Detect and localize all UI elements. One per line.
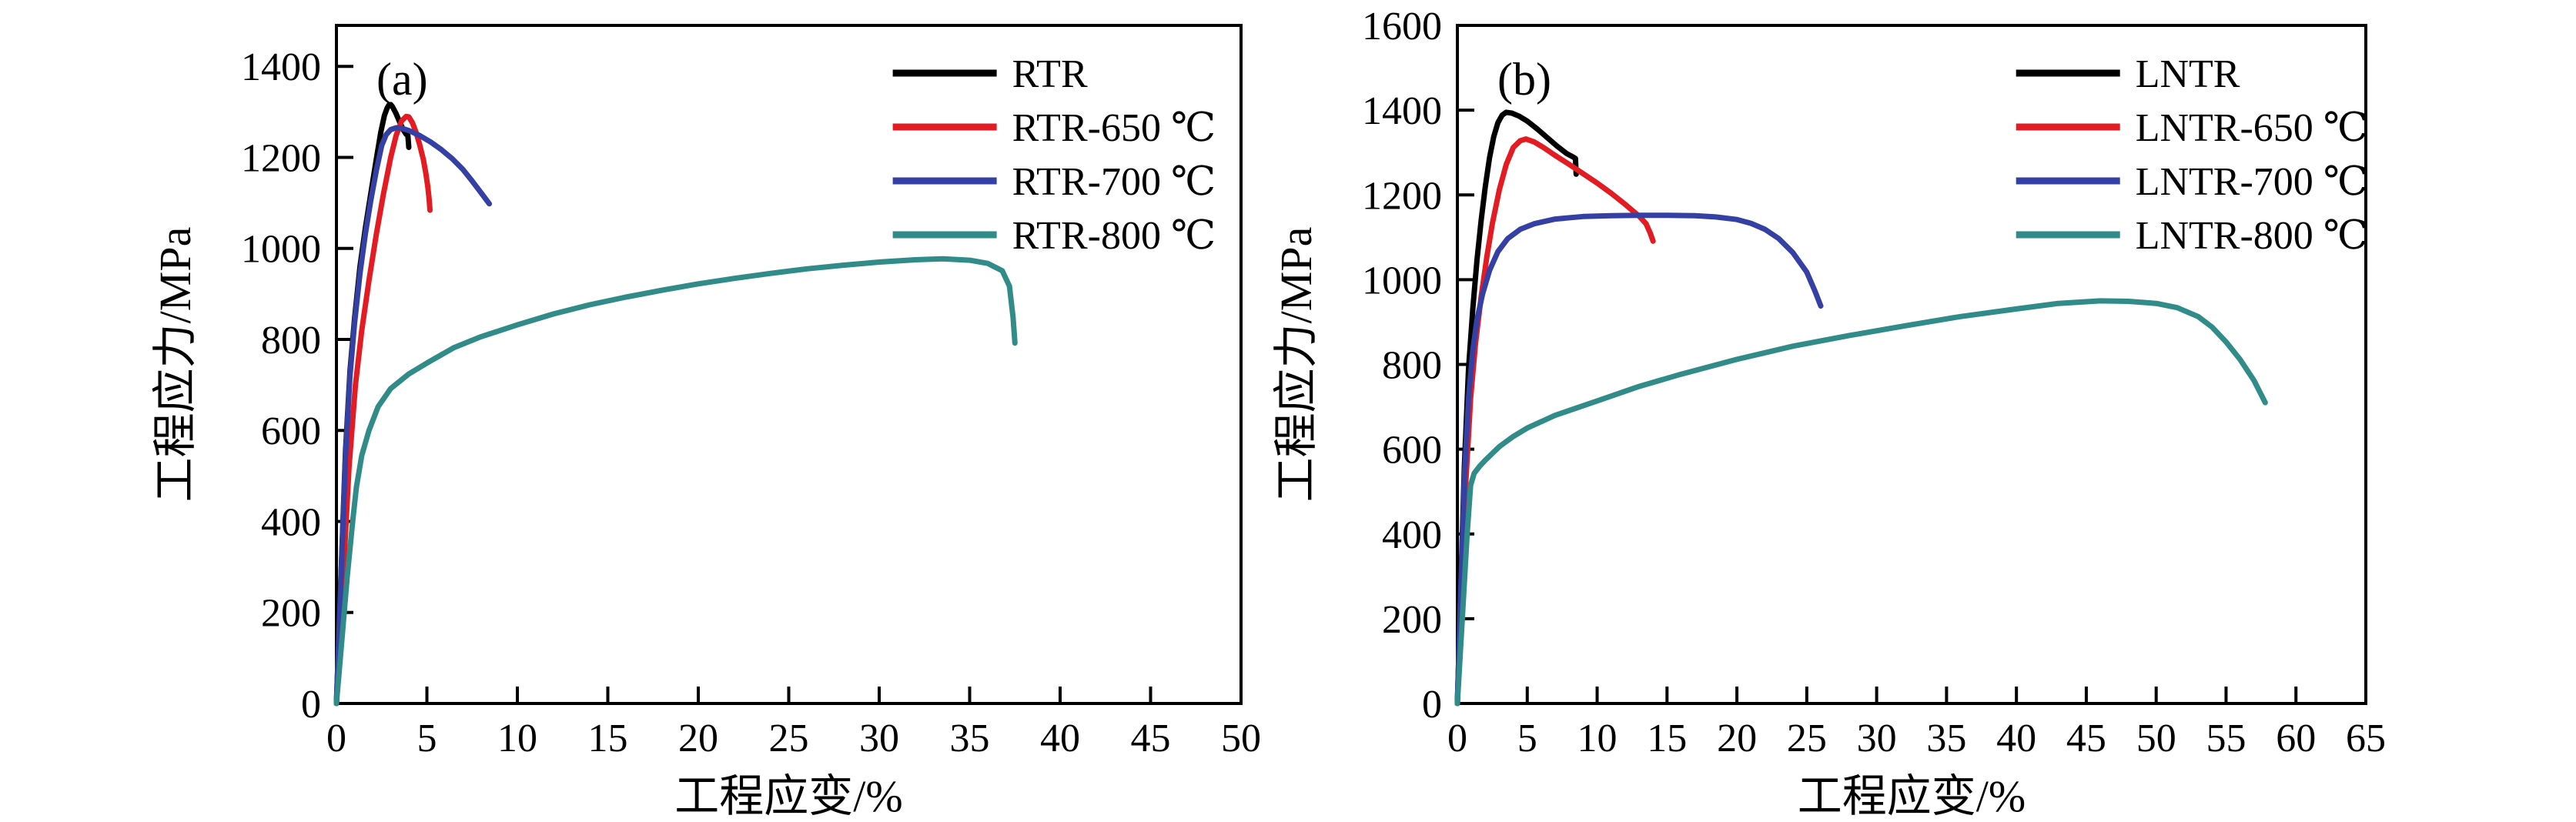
x-tick-label-b: 0 [1447,717,1467,760]
x-tick-label-a: 15 [588,717,628,760]
x-axis-title-a: 工程应变/% [674,771,902,821]
series-curve-rtr-700- [333,125,493,707]
x-tick-label-a: 5 [417,717,437,760]
legend-label-b: LNTR-650 ℃ [2136,106,2368,150]
x-tick-label-b: 65 [2346,717,2386,760]
panel-label-b: (b) [1497,54,1551,105]
legend-label-a: RTR-700 ℃ [1012,160,1216,204]
x-tick-label-a: 35 [950,717,990,760]
series-curve-rtr-650- [333,113,433,707]
x-tick-label-a: 30 [859,717,899,760]
x-tick-label-b: 55 [2206,717,2246,760]
y-tick-label-a: 0 [301,683,321,727]
x-tick-label-a: 10 [497,717,537,760]
x-tick-label-b: 40 [1996,717,2036,760]
y-tick-label-b: 1400 [1362,89,1442,133]
y-tick-label-b: 1600 [1362,5,1442,48]
series-curve-lntr [1454,109,1579,707]
x-tick-label-a: 0 [326,717,346,760]
x-tick-label-b: 5 [1517,717,1537,760]
y-tick-label-a: 600 [261,409,321,453]
legend-label-b: LNTR [2136,52,2240,96]
x-tick-label-b: 10 [1577,717,1618,760]
series-curve-lntr-700- [1454,212,1824,707]
legend-label-a: RTR [1012,52,1088,96]
y-tick-label-b: 400 [1382,513,1442,557]
x-tick-label-a: 45 [1131,717,1171,760]
y-tick-label-a: 1400 [241,45,321,89]
y-tick-label-a: 1200 [241,136,321,180]
x-axis-title-b: 工程应变/% [1798,771,2026,821]
y-axis-title-b: 工程应力/MPa [1271,227,1321,503]
x-tick-label-b: 50 [2136,717,2176,760]
x-tick-label-b: 30 [1857,717,1897,760]
y-tick-label-b: 600 [1382,429,1442,473]
y-tick-label-b: 0 [1422,683,1442,727]
legend-label-b: LNTR-800 ℃ [2136,214,2368,258]
series-curve-rtr-800- [333,256,1018,707]
y-tick-label-a: 800 [261,319,321,363]
y-tick-label-a: 400 [261,500,321,544]
y-axis-title-a: 工程应力/MPa [150,227,200,503]
y-tick-label-b: 800 [1382,344,1442,388]
x-tick-label-b: 60 [2276,717,2316,760]
x-tick-label-b: 35 [1926,717,1966,760]
x-tick-label-b: 15 [1647,717,1687,760]
legend-label-a: RTR-650 ℃ [1012,106,1216,150]
x-tick-label-a: 25 [769,717,809,760]
panel-label-a: (a) [376,54,428,105]
x-tick-label-a: 50 [1221,717,1261,760]
y-tick-label-b: 1000 [1362,259,1442,302]
legend-label-a: RTR-800 ℃ [1012,214,1216,258]
x-tick-label-b: 25 [1787,717,1827,760]
y-tick-label-a: 1000 [241,228,321,272]
series-curve-lntr-650- [1454,136,1656,707]
y-tick-label-b: 200 [1382,598,1442,642]
series-curve-lntr-800- [1454,298,2268,707]
x-tick-label-b: 45 [2066,717,2106,760]
x-tick-label-a: 20 [678,717,718,760]
x-tick-label-b: 20 [1717,717,1757,760]
x-tick-label-a: 40 [1040,717,1080,760]
legend-label-b: LNTR-700 ℃ [2136,160,2368,204]
y-tick-label-a: 200 [261,592,321,636]
y-tick-label-b: 1200 [1362,174,1442,218]
